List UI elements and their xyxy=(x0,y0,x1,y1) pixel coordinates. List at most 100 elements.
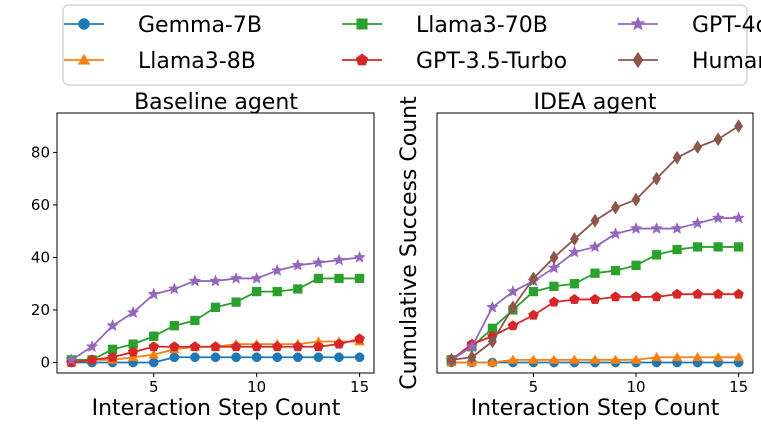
idea-series-llama3-8b xyxy=(446,351,744,367)
idea-point-llama3-8b xyxy=(630,354,642,364)
idea-point-llama3-8b xyxy=(671,351,683,362)
idea-point-gpt-4o xyxy=(691,216,704,229)
idea-point-llama3-70b xyxy=(569,279,580,289)
baseline-point-llama3-70b xyxy=(210,302,221,312)
baseline-point-gpt-3-5-turbo xyxy=(272,341,283,352)
legend-label-gemma-7b: Gemma-7B xyxy=(138,13,262,38)
legend-marker-gpt-4o xyxy=(630,16,646,31)
baseline-point-llama3-70b xyxy=(313,273,324,284)
legend-entry-llama3-8b: Llama3-8B xyxy=(64,49,256,74)
idea-point-llama3-8b xyxy=(487,357,498,367)
baseline-chart-title: Baseline agent xyxy=(134,90,298,115)
idea-point-llama3-70b xyxy=(672,244,682,255)
idea-point-human xyxy=(611,200,621,215)
baseline-point-gpt-3-5-turbo xyxy=(354,333,365,344)
idea-point-human xyxy=(631,192,641,207)
baseline-point-gpt-3-5-turbo xyxy=(292,341,304,352)
baseline-point-llama3-70b xyxy=(252,286,262,297)
idea-point-gpt-3-5-turbo xyxy=(630,291,642,302)
baseline-point-gpt-3-5-turbo xyxy=(189,341,201,352)
idea-point-human xyxy=(569,232,579,247)
baseline-point-llama3-70b xyxy=(149,331,159,341)
idea-point-llama3-8b xyxy=(610,354,621,364)
baseline-point-gemma-7b xyxy=(190,352,200,363)
idea-point-llama3-70b xyxy=(528,286,539,297)
legend-label-human: Human xyxy=(692,49,761,74)
legend-label-gpt-3-5-turbo: GPT-3.5-Turbo xyxy=(416,49,567,74)
idea-point-llama3-70b xyxy=(713,242,723,252)
idea-point-human xyxy=(672,150,682,165)
baseline-point-llama3-70b xyxy=(272,286,282,297)
legend-frame xyxy=(62,4,748,86)
baseline-point-gemma-7b xyxy=(292,352,303,363)
baseline-point-gpt-4o xyxy=(209,274,222,287)
legend-entry-human: Human xyxy=(618,49,761,74)
idea-point-gpt-3-5-turbo xyxy=(733,288,744,299)
idea-x-axis-label: Interaction Step Count xyxy=(471,396,720,421)
idea-point-gpt-3-5-turbo xyxy=(548,296,560,307)
baseline-point-gpt-4o xyxy=(250,271,264,284)
idea-point-human xyxy=(467,350,477,365)
idea-point-gpt-4o xyxy=(629,221,643,234)
idea-point-gpt-3-5-turbo xyxy=(507,320,519,331)
legend-marker-gpt-3-5-turbo xyxy=(355,53,369,66)
idea-point-llama3-8b xyxy=(569,354,580,364)
baseline-point-gpt-4o xyxy=(332,253,346,266)
legend-label-gpt-4o: GPT-4o xyxy=(692,13,761,38)
baseline-point-gpt-3-5-turbo xyxy=(251,341,262,352)
baseline-x-tick-label: 5 xyxy=(149,378,159,396)
idea-point-gpt-3-5-turbo xyxy=(651,291,662,302)
idea-point-llama3-8b xyxy=(692,351,703,362)
idea-agent-panel: IDEA agent Interaction Step Count Cumula… xyxy=(397,90,754,421)
legend-marker-llama3-8b xyxy=(77,53,91,65)
idea-chart-title: IDEA agent xyxy=(534,90,657,115)
baseline-point-gpt-3-5-turbo xyxy=(230,341,242,352)
idea-point-gpt-4o xyxy=(547,261,561,274)
idea-point-llama3-8b xyxy=(589,354,601,364)
idea-point-llama3-70b xyxy=(692,242,703,252)
baseline-point-gemma-7b xyxy=(354,352,365,363)
idea-point-llama3-8b xyxy=(528,354,539,364)
baseline-point-llama3-8b xyxy=(127,351,139,362)
idea-point-llama3-8b xyxy=(733,351,744,362)
idea-point-gpt-3-5-turbo xyxy=(610,291,621,302)
idea-point-human xyxy=(549,250,559,265)
baseline-agent-panel: Baseline agent Interaction Step Count 5 1… xyxy=(31,90,375,421)
baseline-point-gpt-3-5-turbo xyxy=(107,351,118,362)
idea-point-human xyxy=(652,171,662,186)
baseline-point-gpt-4o xyxy=(353,250,366,263)
idea-point-gpt-4o xyxy=(609,227,622,240)
shared-y-axis-label: Cumulative Success Count xyxy=(397,96,422,390)
baseline-point-gpt-4o xyxy=(312,256,325,269)
baseline-point-llama3-70b xyxy=(231,297,241,307)
idea-point-human xyxy=(734,119,744,134)
idea-point-llama3-8b xyxy=(651,351,662,362)
idea-x-tick-label: 15 xyxy=(729,378,748,396)
baseline-point-llama3-8b xyxy=(148,349,160,359)
idea-point-llama3-70b xyxy=(549,281,559,291)
baseline-x-tick-label: 15 xyxy=(350,378,369,396)
baseline-plot-area xyxy=(56,112,375,374)
idea-point-human xyxy=(487,334,497,349)
idea-point-gpt-4o xyxy=(711,211,725,224)
idea-x-tick-label: 5 xyxy=(529,378,539,396)
baseline-point-llama3-70b xyxy=(293,284,303,294)
baseline-y-tick-label: 60 xyxy=(31,196,50,214)
baseline-point-gpt-4o xyxy=(85,340,99,353)
baseline-point-gemma-7b xyxy=(148,357,159,368)
idea-point-gpt-3-5-turbo xyxy=(712,288,724,299)
baseline-point-gpt-4o xyxy=(106,319,119,332)
legend-label-llama3-70b: Llama3-70B xyxy=(416,13,548,38)
baseline-point-gpt-4o xyxy=(126,305,140,319)
baseline-point-gpt-4o xyxy=(229,271,243,284)
idea-point-human xyxy=(590,213,600,228)
idea-series-human xyxy=(446,119,744,367)
idea-point-llama3-8b xyxy=(507,354,519,364)
baseline-point-gpt-4o xyxy=(147,287,161,300)
baseline-point-gpt-4o xyxy=(188,274,202,287)
baseline-point-gpt-4o xyxy=(291,258,305,271)
baseline-point-gemma-7b xyxy=(272,352,283,363)
idea-point-gpt-3-5-turbo xyxy=(528,309,539,320)
legend: Gemma-7B Llama3-8B Llama3-70B GPT-3.5-Turbo… xyxy=(62,4,761,86)
idea-point-human xyxy=(713,132,723,147)
